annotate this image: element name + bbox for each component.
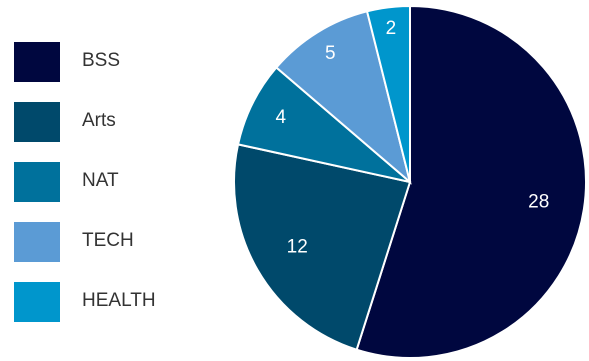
legend-swatch-bss bbox=[14, 42, 60, 82]
data-label-tech: 5 bbox=[325, 43, 336, 64]
legend-label-nat: NAT bbox=[82, 170, 119, 191]
pie-slice-arts bbox=[233, 143, 412, 351]
legend-swatch-arts bbox=[14, 102, 60, 142]
legend-label-bss: BSS bbox=[82, 50, 121, 71]
data-label-nat: 4 bbox=[276, 107, 287, 128]
pie-slice-tech bbox=[274, 10, 412, 185]
legend-label-arts: Arts bbox=[82, 110, 116, 131]
legend-label-health: HEALTH bbox=[82, 290, 156, 311]
legend-item-tech: TECH bbox=[14, 222, 214, 282]
legend-item-nat: NAT bbox=[14, 162, 214, 222]
legend: BSS Arts NAT TECH HEALTH bbox=[14, 42, 214, 342]
legend-swatch-nat bbox=[14, 162, 60, 202]
legend-item-bss: BSS bbox=[14, 42, 214, 102]
legend-item-health: HEALTH bbox=[14, 282, 214, 342]
data-label-bss: 28 bbox=[528, 191, 549, 212]
legend-swatch-tech bbox=[14, 222, 60, 262]
legend-item-arts: Arts bbox=[14, 102, 214, 162]
data-label-arts: 12 bbox=[287, 237, 308, 258]
pie-slice-health bbox=[365, 4, 411, 183]
data-label-health: 2 bbox=[386, 18, 397, 39]
pie-slice-bss bbox=[355, 4, 587, 359]
legend-swatch-health bbox=[14, 282, 60, 322]
legend-label-tech: TECH bbox=[82, 230, 134, 251]
